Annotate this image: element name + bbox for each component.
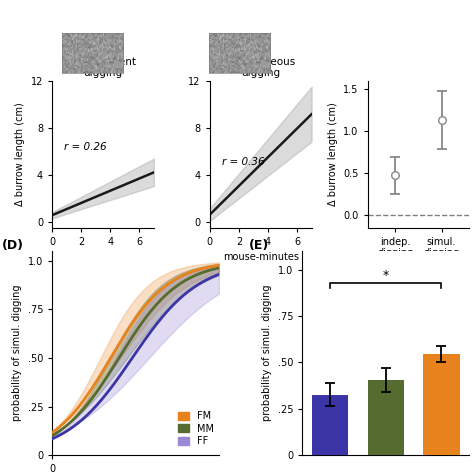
Text: r = 0.26: r = 0.26 [64,142,107,152]
Bar [368,380,404,455]
Text: (D): (D) [2,239,24,252]
X-axis label: mouse-minutes: mouse-minutes [223,252,299,262]
Title: independent
digging: independent digging [70,57,136,78]
Y-axis label: probability of simul. digging: probability of simul. digging [12,285,22,421]
Text: *: * [383,269,389,282]
Text: (E): (E) [249,239,269,252]
Y-axis label: Δ burrow length (cm): Δ burrow length (cm) [15,102,25,206]
X-axis label: mouse-minutes: mouse-minutes [65,252,141,262]
Y-axis label: probability of simul. digging: probability of simul. digging [262,285,273,421]
Text: r = 0.36: r = 0.36 [222,157,264,167]
Title: simultaneous
digging: simultaneous digging [226,57,296,78]
Bar [312,395,348,455]
Legend: FM, MM, FF: FM, MM, FF [178,411,214,446]
Bar [423,354,459,455]
Y-axis label: Δ burrow length (cm): Δ burrow length (cm) [328,102,337,206]
